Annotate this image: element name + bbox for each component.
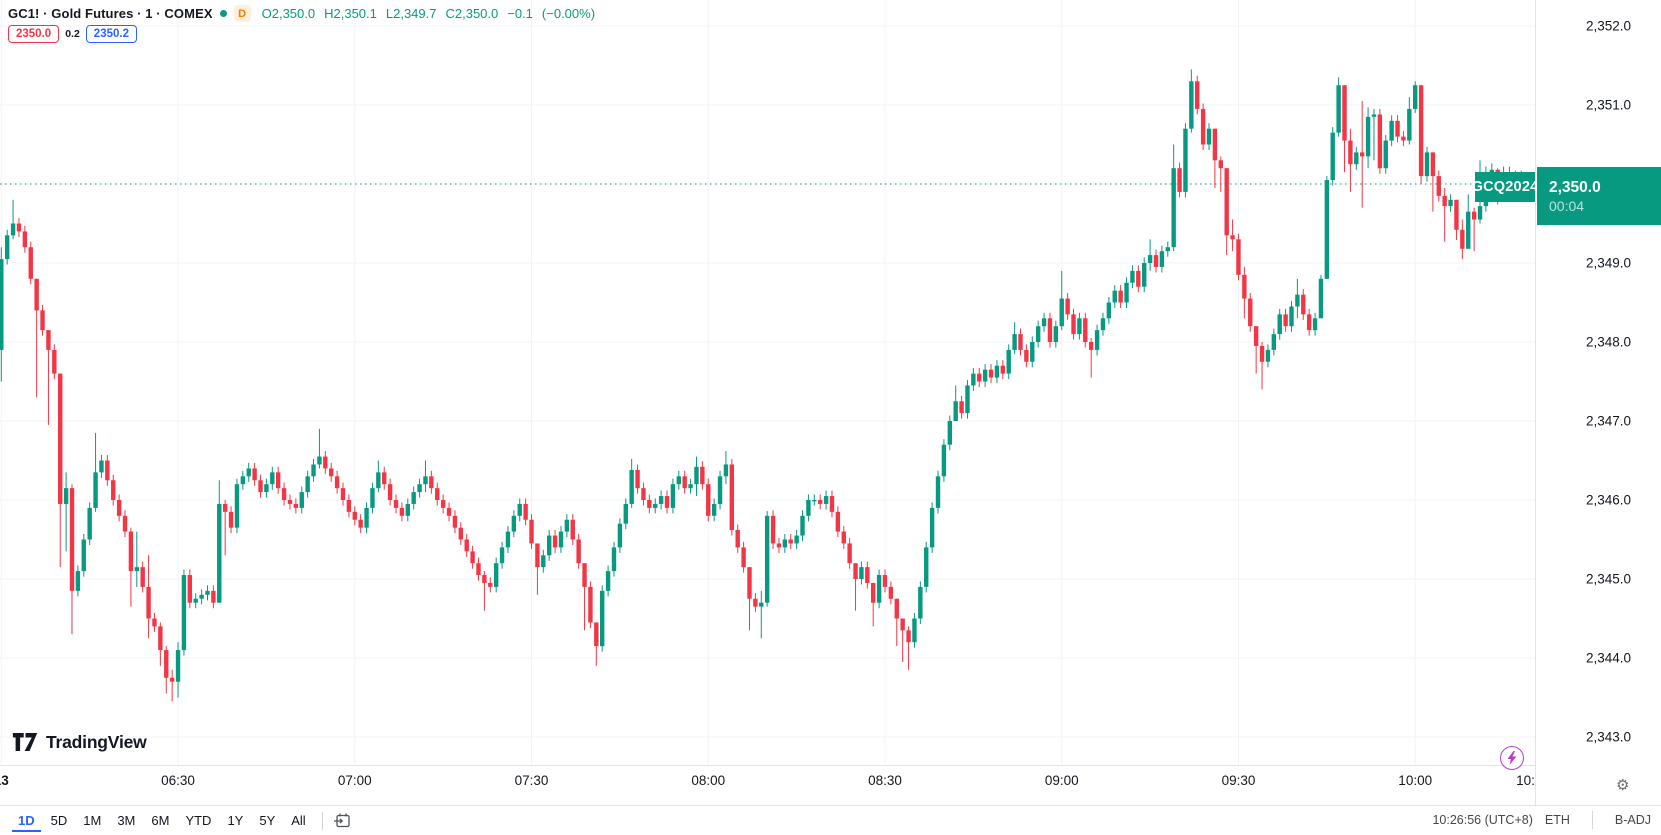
price-axis-label: 2,349.0 bbox=[1586, 255, 1632, 271]
time-axis-label: 09:00 bbox=[1044, 773, 1079, 788]
range-button-5d[interactable]: 5D bbox=[45, 810, 74, 832]
price-axis[interactable]: 2,352.0 2,351.0 2,350.0 2,349.0 2,348.0 2,347… bbox=[1535, 0, 1661, 805]
tradingview-watermark[interactable]: TradingView bbox=[12, 731, 147, 753]
close-value: C2,350.0 bbox=[445, 6, 499, 21]
range-button-ytd[interactable]: YTD bbox=[179, 810, 217, 832]
open-value: O2,350.0 bbox=[261, 6, 316, 21]
market-open-dot-icon bbox=[219, 10, 227, 17]
range-button-all[interactable]: All bbox=[285, 810, 311, 832]
symbol-title[interactable]: GC1! · Gold Futures · 1 · COMEX bbox=[8, 6, 213, 21]
tradingview-logo-text: TradingView bbox=[46, 731, 147, 752]
price-axis-label: 2,346.0 bbox=[1586, 492, 1632, 508]
time-axis[interactable]: 13 06:30 07:00 07:30 08:00 08:30 09:00 09:30 10:… bbox=[0, 765, 1661, 805]
range-button-1y[interactable]: 1Y bbox=[221, 810, 249, 832]
spread-value: 0.2 bbox=[65, 28, 80, 40]
chart-pane[interactable] bbox=[0, 0, 1535, 765]
contract-label-badge: GCQ2024 bbox=[1472, 172, 1538, 202]
price-axis-label: 2,345.0 bbox=[1586, 571, 1632, 587]
ohlc-values: O2,350.0 H2,350.1 L2,349.7 C2,350.0 −0.1… bbox=[262, 6, 595, 21]
price-axis-label: 2,347.0 bbox=[1586, 413, 1632, 429]
session-type[interactable]: ETH bbox=[1544, 813, 1570, 827]
range-button-1d[interactable]: 1D bbox=[12, 810, 41, 832]
time-axis-label: 13 bbox=[0, 773, 9, 788]
high-value: H2,350.1 bbox=[324, 6, 377, 21]
ask-price-button[interactable]: 2350.2 bbox=[85, 25, 137, 43]
time-axis-label: 08:30 bbox=[868, 773, 902, 788]
status-divider bbox=[1591, 811, 1593, 829]
range-button-1m[interactable]: 1M bbox=[77, 810, 107, 832]
timezone-settings-gear-icon[interactable]: ⚙ bbox=[1616, 777, 1630, 794]
price-axis-label: 2,348.0 bbox=[1586, 334, 1632, 350]
axis-separator bbox=[0, 765, 1661, 766]
toolbar-status: 10:26:56 (UTC+8) ETH B-ADJ bbox=[1432, 806, 1651, 834]
range-button-5y[interactable]: 5Y bbox=[253, 810, 281, 832]
bid-price-button[interactable]: 2350.0 bbox=[8, 25, 60, 43]
time-axis-label: 07:30 bbox=[514, 773, 549, 788]
price-axis-label: 2,343.0 bbox=[1586, 729, 1632, 745]
time-axis-label: 09:30 bbox=[1221, 773, 1256, 788]
price-axis-label: 2,352.0 bbox=[1586, 18, 1632, 34]
price-axis-label: 2,344.0 bbox=[1586, 650, 1632, 666]
back-adjustment-toggle[interactable]: B-ADJ bbox=[1614, 813, 1651, 827]
toolbar-divider bbox=[321, 811, 323, 830]
time-axis-label: 10:00 bbox=[1398, 773, 1433, 788]
clock-value[interactable]: 10:26:56 (UTC+8) bbox=[1432, 813, 1533, 827]
bid-ask-row: 2350.0 0.2 2350.2 bbox=[8, 25, 137, 43]
bottom-toolbar: 1D 5D 1M 3M 6M YTD 1Y 5Y All 10:26:56 (UTC+8) ET… bbox=[0, 805, 1661, 835]
time-axis-label: 07:00 bbox=[337, 773, 372, 788]
last-price-value: 2,350.0 bbox=[1549, 178, 1601, 196]
price-axis-label: 2,351.0 bbox=[1586, 97, 1632, 113]
change-pct-value: (−0.00%) bbox=[541, 6, 596, 21]
low-value: L2,349.7 bbox=[385, 6, 437, 21]
range-button-6m[interactable]: 6M bbox=[145, 810, 175, 832]
delayed-data-badge[interactable]: D bbox=[233, 5, 251, 22]
date-range-tabs: 1D 5D 1M 3M 6M YTD 1Y 5Y All bbox=[0, 810, 312, 832]
symbol-legend: GC1! · Gold Futures · 1 · COMEX D O2,350… bbox=[8, 5, 595, 22]
time-axis-label: 08:00 bbox=[691, 773, 726, 788]
last-price-badge: 2,350.0 00:04 bbox=[1537, 167, 1661, 225]
tradingview-logo-icon bbox=[12, 733, 38, 751]
time-axis-label: 06:30 bbox=[161, 773, 195, 788]
change-value: −0.1 bbox=[507, 6, 533, 21]
range-button-3m[interactable]: 3M bbox=[111, 810, 141, 832]
instant-trading-lightning-icon[interactable] bbox=[1500, 746, 1524, 770]
bar-countdown: 00:04 bbox=[1549, 197, 1585, 214]
candlestick-chart[interactable] bbox=[0, 0, 1535, 765]
go-to-date-icon[interactable] bbox=[333, 811, 352, 830]
